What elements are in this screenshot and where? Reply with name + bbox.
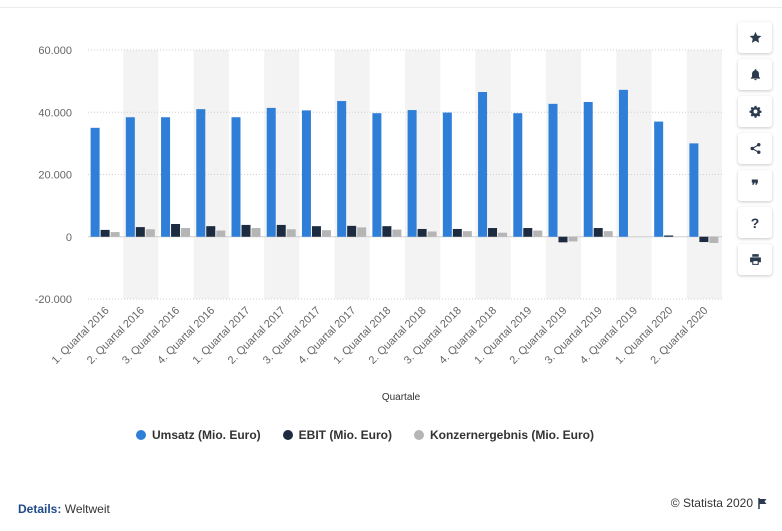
legend-item[interactable]: Umsatz (Mio. Euro) [135, 428, 261, 442]
bar [603, 231, 613, 237]
bar [161, 117, 171, 237]
favorite-button[interactable] [738, 22, 772, 53]
legend-marker [413, 430, 424, 440]
legend-label: Umsatz (Mio. Euro) [151, 428, 261, 442]
x-axis-title: Quartale [382, 392, 421, 403]
bell-icon [750, 69, 760, 81]
bar [664, 235, 674, 237]
gear-icon [749, 105, 761, 118]
bar [689, 143, 699, 237]
legend-item[interactable]: EBIT (Mio. Euro) [282, 428, 392, 442]
bar [498, 232, 508, 237]
bar [478, 92, 488, 237]
bar [548, 103, 558, 237]
bar [216, 230, 226, 237]
y-tick-label: 40.000 [38, 107, 72, 119]
bar [145, 229, 155, 237]
bar [709, 236, 719, 243]
bar [286, 229, 296, 237]
y-tick-label: 60.000 [38, 45, 72, 57]
y-tick-label: 0 [66, 232, 72, 244]
bar [523, 228, 533, 237]
bar [125, 117, 135, 237]
help-icon: ? [750, 214, 760, 231]
chart-area: -20.000 0 20.000 40.000 60.000 1. Quartal 201… [35, 45, 722, 403]
bar [382, 226, 392, 237]
bar [417, 228, 427, 237]
bar [392, 229, 402, 237]
bar [135, 227, 145, 237]
copyright-text[interactable]: © Statista 2020 [670, 496, 753, 510]
details-footer: Details: Weltweit [18, 502, 110, 516]
help-button[interactable]: ? [738, 207, 772, 238]
star-icon [749, 31, 761, 43]
bar [699, 236, 709, 243]
bar [266, 107, 276, 237]
bar [90, 127, 100, 237]
chart-legend: Umsatz (Mio. Euro) EBIT (Mio. Euro) Konzer… [0, 428, 730, 442]
bar [321, 230, 331, 237]
legend-marker [282, 430, 293, 440]
settings-button[interactable] [738, 96, 772, 127]
bar [654, 121, 664, 237]
bar [533, 230, 543, 237]
legend-label: Konzernergebnis (Mio. Euro) [429, 428, 594, 442]
print-button[interactable] [738, 244, 772, 275]
details-value: Weltweit [64, 502, 110, 516]
bar [427, 231, 437, 237]
bar [407, 110, 417, 237]
bar [488, 228, 498, 237]
bar [558, 236, 568, 243]
legend-marker [135, 430, 146, 440]
share-icon [750, 142, 760, 155]
cite-button[interactable]: ❞ [738, 170, 772, 201]
bar [442, 112, 452, 237]
bar [231, 117, 241, 237]
bar [301, 110, 311, 237]
toolbar-sidebar: ❞ ? [738, 22, 772, 275]
details-label[interactable]: Details: [18, 502, 62, 516]
bar [251, 228, 261, 237]
legend-item[interactable]: Konzernergebnis (Mio. Euro) [413, 428, 594, 442]
bar [583, 101, 593, 237]
bar [357, 227, 367, 237]
legend-label: EBIT (Mio. Euro) [298, 428, 392, 442]
notification-button[interactable] [738, 59, 772, 90]
bar [337, 101, 347, 237]
quote-icon: ❞ [751, 177, 759, 193]
bar [462, 231, 472, 237]
bar [206, 226, 216, 237]
y-tick-label: -20.000 [35, 294, 72, 306]
y-tick-label: 20.000 [38, 170, 72, 182]
bar [241, 224, 251, 237]
copyright-footer: © Statista 2020 [671, 496, 768, 510]
flag-icon[interactable] [758, 497, 768, 509]
bar [276, 224, 286, 237]
bar [347, 225, 357, 237]
bar [513, 113, 523, 237]
bar [593, 228, 603, 237]
bar [311, 226, 321, 237]
bar [110, 232, 120, 237]
bar [100, 229, 110, 237]
print-icon [749, 254, 761, 265]
bar [618, 89, 628, 237]
bar [171, 223, 181, 237]
bar [372, 113, 382, 237]
bar [181, 228, 191, 237]
bar [568, 236, 578, 242]
bar [196, 109, 206, 237]
share-button[interactable] [738, 133, 772, 164]
bar [452, 228, 462, 237]
top-divider [0, 7, 782, 8]
